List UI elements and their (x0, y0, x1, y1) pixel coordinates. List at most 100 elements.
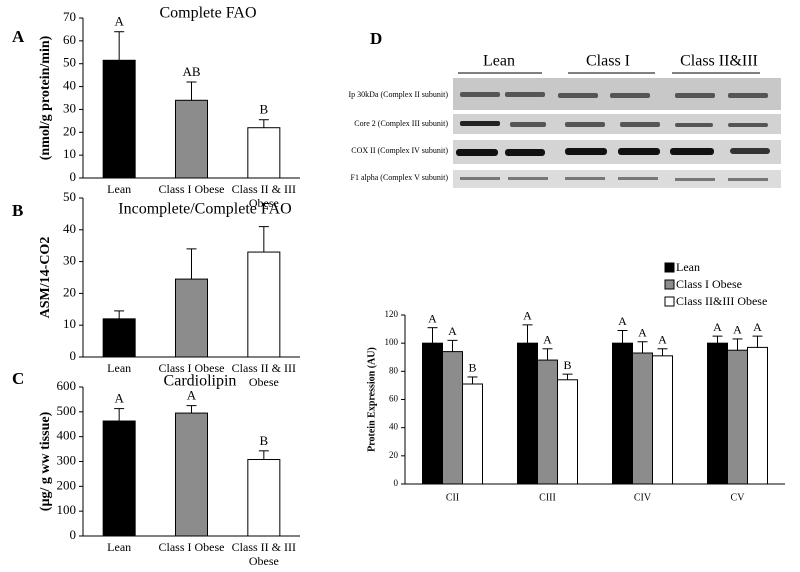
bar (102, 420, 136, 537)
chart-title: Incomplete/Complete FAO (118, 201, 291, 218)
bar-letter: A (658, 333, 667, 347)
bar-letter: A (428, 311, 437, 325)
bar (517, 342, 538, 485)
y-tick-label: 60 (63, 32, 76, 47)
blot-group: Class II&III (680, 53, 758, 70)
bar-letter: A (638, 326, 647, 340)
y-tick-label: 200 (57, 477, 77, 492)
blot-group: Class I (586, 53, 630, 70)
bar (557, 379, 578, 485)
blot-row: COX II (Complex IV subunit) (351, 146, 448, 155)
bar (175, 278, 208, 358)
blot-bands (456, 92, 770, 181)
x-tick-label: Class I Obese (159, 540, 225, 554)
y-tick-label: 50 (63, 55, 76, 70)
blot-row: Core 2 (Complex III subunit) (354, 119, 448, 128)
bar-letter: A (733, 323, 742, 337)
bar (247, 459, 281, 537)
bar-letter: B (259, 433, 268, 448)
x-tick-label: Lean (107, 361, 131, 375)
bar (442, 351, 463, 485)
bar-letter: A (114, 14, 124, 29)
bar-letter: A (713, 320, 722, 334)
bar-letter: AB (182, 64, 200, 79)
y-tick-label: 400 (57, 428, 77, 443)
x-tick-label: CIII (539, 492, 556, 503)
y-tick-label: 10 (63, 316, 76, 331)
chart-title: Complete FAO (159, 5, 256, 22)
bar (632, 352, 653, 485)
y-tick-label: 20 (63, 123, 76, 138)
bar (462, 383, 483, 485)
bar-letter: A (523, 309, 532, 323)
y-tick-label: 20 (63, 284, 76, 299)
y-tick-label: 120 (385, 309, 399, 319)
bar (102, 59, 136, 179)
legend-swatch (664, 279, 675, 290)
panel-label: A (12, 27, 25, 46)
bar-letter: A (753, 320, 762, 334)
bar (175, 412, 208, 537)
x-tick-label: Class II & III Obese (232, 182, 296, 210)
y-tick-label: 20 (389, 450, 399, 460)
bar-letter: A (448, 324, 457, 338)
y-axis-title: Protein Expression (AU) (366, 347, 377, 452)
bar (652, 355, 673, 485)
bar (612, 342, 633, 485)
legend-swatch (664, 262, 675, 273)
x-tick-label: Lean (107, 540, 131, 554)
panel-label: B (12, 201, 23, 220)
y-tick-label: 600 (57, 378, 77, 393)
bar-letter: B (259, 102, 268, 117)
y-tick-label: 0 (70, 348, 77, 363)
x-tick-label: Class II & III Obese (232, 540, 296, 568)
y-tick-label: 100 (57, 502, 77, 517)
y-tick-label: 40 (63, 78, 76, 93)
bar (747, 346, 768, 485)
blot-row: F1 alpha (Complex V subunit) (351, 173, 449, 182)
x-tick-label: CII (446, 492, 459, 503)
blot-image (453, 72, 781, 188)
legend-swatch (664, 296, 675, 307)
bar (727, 349, 748, 485)
legend-label: Lean (676, 260, 700, 274)
chart-title: Cardiolipin (164, 373, 237, 390)
blot-strip (453, 170, 781, 188)
legend-label: Class II&III Obese (676, 294, 767, 308)
y-axis-title: (nmol/g protein/min) (38, 35, 53, 160)
x-tick-label: Class I Obese (159, 182, 225, 196)
x-tick-label: Class II & III Obese (232, 361, 296, 389)
bar (247, 127, 281, 179)
y-tick-label: 50 (63, 189, 76, 204)
x-tick-label: Lean (107, 182, 131, 196)
panel-label: C (12, 369, 24, 388)
y-tick-label: 300 (57, 452, 77, 467)
y-axis-title: (µg/ g ww tissue) (38, 411, 53, 511)
bar-letter: A (114, 391, 124, 406)
y-tick-label: 0 (70, 527, 77, 542)
bar (102, 318, 136, 358)
legend-label: Class I Obese (676, 277, 742, 291)
y-tick-label: 60 (389, 394, 399, 404)
y-axis-title: ASM/14-CO2 (38, 237, 53, 319)
y-tick-label: 40 (389, 422, 399, 432)
y-tick-label: 100 (385, 337, 399, 347)
y-tick-label: 80 (389, 365, 399, 375)
y-tick-label: 70 (63, 9, 76, 24)
blot-strip (453, 114, 781, 134)
x-tick-label: Class I Obese (159, 361, 225, 375)
x-tick-label: CIV (634, 492, 652, 503)
bar (537, 359, 558, 485)
blot-row: Ip 30kDa (Complex II subunit) (348, 90, 448, 99)
bar-letter: B (563, 358, 571, 372)
y-tick-label: 30 (63, 100, 76, 115)
y-tick-label: 0 (70, 169, 77, 184)
bar (707, 342, 728, 485)
x-tick-label: CV (731, 492, 746, 503)
bar (422, 342, 443, 485)
y-tick-label: 0 (394, 478, 399, 488)
y-tick-label: 500 (57, 403, 77, 418)
panel-label: D (370, 29, 382, 48)
bar (175, 99, 208, 179)
